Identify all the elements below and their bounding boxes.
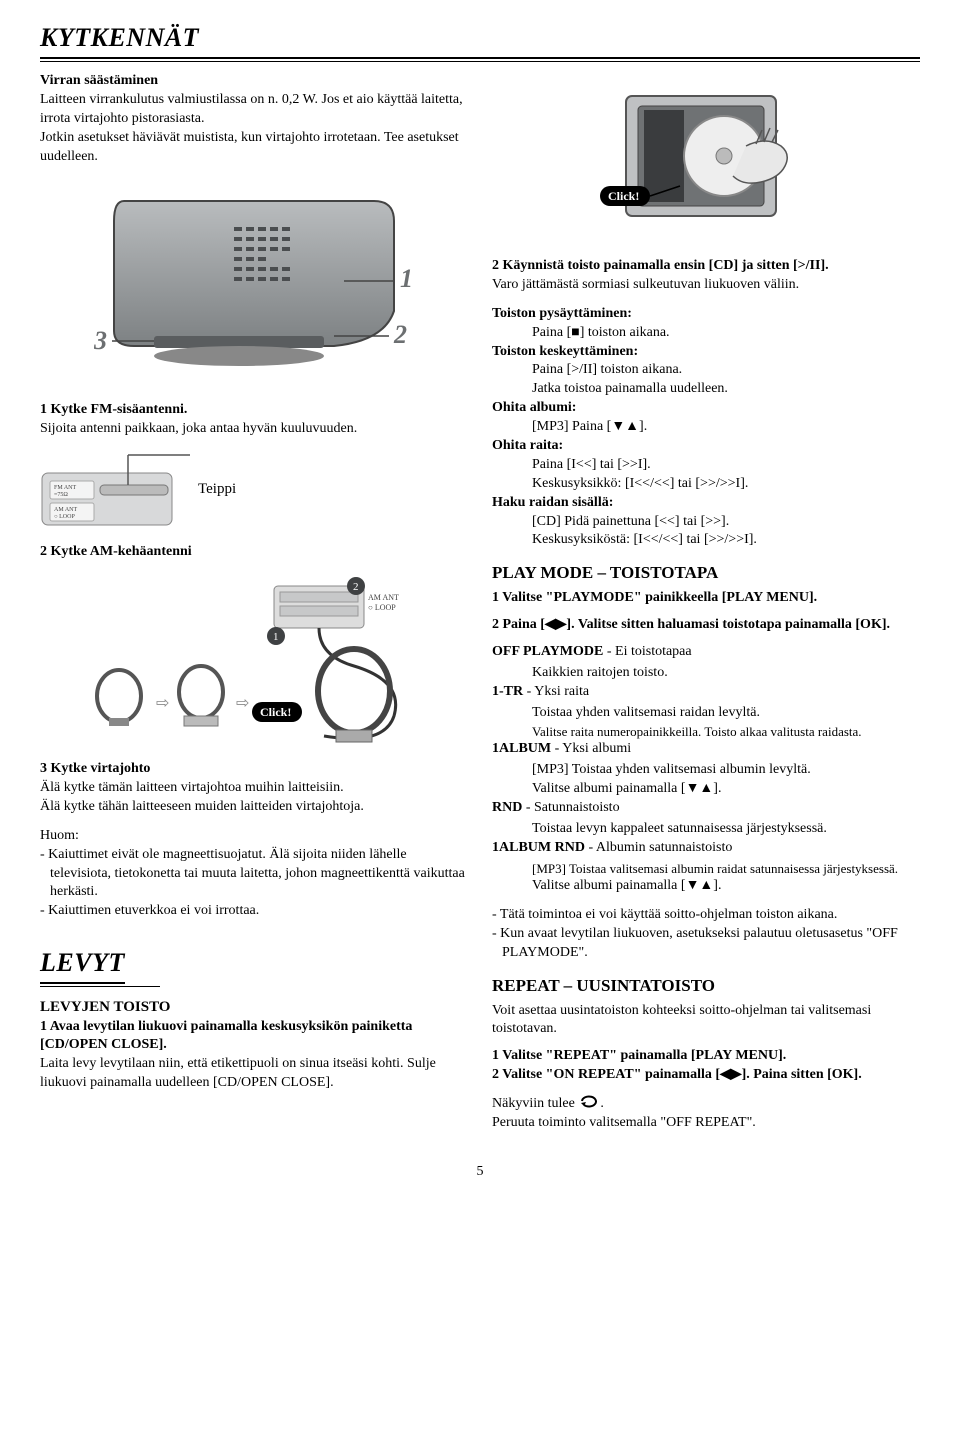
page-number: 5 <box>40 1163 920 1182</box>
skip-track-body-2: Keskusyksikkö: [I<</<<] tai [>>/>>I]. <box>492 475 920 494</box>
fm-antenna-heading: 1 Kytke FM-sisäantenni. <box>40 401 468 420</box>
left-column: Virran säästäminen Laitteen virrankulutu… <box>40 72 468 1133</box>
power-cord-heading: 3 Kytke virtajohto <box>40 760 468 779</box>
pm-1album-term: 1ALBUM <box>492 741 551 756</box>
fm-antenna-body: Sijoita antenni paikkaan, joka antaa hyv… <box>40 420 468 439</box>
repeat-cancel: Peruuta toiminto valitsemalla "OFF REPEA… <box>492 1114 920 1133</box>
pm-off-term: OFF PLAYMODE <box>492 644 603 659</box>
svg-text:1: 1 <box>400 264 413 293</box>
stop-heading: Toiston pysäyttäminen: <box>492 305 920 324</box>
pm-off-detail: Kaikkien raitojen toisto. <box>492 664 920 683</box>
discs-title: LEVYT <box>40 945 125 984</box>
repeat-shows-line: Näkyviin tulee . <box>492 1091 920 1114</box>
repeat-icon <box>578 1093 600 1109</box>
repeat-title: REPEAT – UUSINTATOISTO <box>492 975 920 998</box>
skip-track-heading: Ohita raita: <box>492 437 920 456</box>
title-underline <box>40 61 920 62</box>
pm-1tr-desc: - Yksi raita <box>523 684 589 699</box>
pause-body-2: Jatka toistoa painamalla uudelleen. <box>492 380 920 399</box>
svg-text:⇨: ⇨ <box>236 695 249 712</box>
note-item-1: - Kaiuttimet eivät ole magneettisuojatut… <box>40 846 468 903</box>
disc-playback-heading: LEVYJEN TOISTO <box>40 997 468 1017</box>
svg-text:○ LOOP: ○ LOOP <box>54 514 75 520</box>
note-label: Huom: <box>40 827 468 846</box>
pm-1albumrnd-desc: - Albumin satunnaistoisto <box>585 840 732 855</box>
svg-text:=75Ω: =75Ω <box>54 492 68 498</box>
svg-text:○ LOOP: ○ LOOP <box>368 603 396 612</box>
pm-1albumrnd-detail-2: Valitse albumi painamalla [▼▲]. <box>492 877 920 896</box>
right-column: Click! 2 Käynnistä toisto painamalla ens… <box>492 72 920 1133</box>
svg-text:AM ANT: AM ANT <box>54 507 78 513</box>
repeat-step1: 1 Valitse "REPEAT" painamalla [PLAY MENU… <box>492 1047 920 1066</box>
pm-1album-detail-1: [MP3] Toistaa yhden valitsemasi albumin … <box>492 761 920 780</box>
page-title: KYTKENNÄT <box>40 20 920 59</box>
pm-rnd-detail: Toistaa levyn kappaleet satunnaisessa jä… <box>492 820 920 839</box>
svg-text:2: 2 <box>353 581 359 593</box>
pause-heading: Toiston keskeyttäminen: <box>492 343 920 362</box>
svg-text:3: 3 <box>94 326 107 355</box>
skip-track-body-1: Paina [I<<] tai [>>I]. <box>492 456 920 475</box>
disc-playback-body: Laita levy levytilaan niin, että etikett… <box>40 1055 468 1093</box>
repeat-intro: Voit asettaa uusintatoiston kohteeksi so… <box>492 1002 920 1040</box>
pm-1album-detail-2: Valitse albumi painamalla [▼▲]. <box>492 780 920 799</box>
pm-off-desc: - Ei toistotapaa <box>603 644 691 659</box>
skip-album-heading: Ohita albumi: <box>492 399 920 418</box>
svg-text:Click!: Click! <box>608 189 639 203</box>
playmode-step2: 2 Paina [◀▶]. Valitse sitten haluamasi t… <box>492 616 920 635</box>
pm-1albumrnd-term: 1ALBUM RND <box>492 840 585 855</box>
repeat-step2: 2 Valitse "ON REPEAT" painamalla [◀▶]. P… <box>492 1066 920 1085</box>
svg-text:⇨: ⇨ <box>156 695 169 712</box>
am-antenna-diagram: ⇨ ⇨ 2 AM ANT ○ LOOP 1 <box>40 576 468 746</box>
playmode-note-1: - Tätä toimintoa ei voi käyttää soitto-o… <box>492 906 920 925</box>
pm-1tr-detail-1: Toistaa yhden valitsemasi raidan levyltä… <box>492 704 920 723</box>
am-antenna-heading: 2 Kytke AM-kehäantenni <box>40 543 468 562</box>
cd-drive-diagram: Click! <box>492 86 920 243</box>
note-item-2: - Kaiuttimen etuverkkoa ei voi irrottaa. <box>40 902 468 921</box>
pm-rnd-desc: - Satunnaistoisto <box>522 800 619 815</box>
tape-diagram-row: FM ANT =75Ω AM ANT ○ LOOP Teippi <box>40 449 468 529</box>
playmode-note-2: - Kun avaat levytilan liukuoven, asetuks… <box>492 925 920 963</box>
pm-rnd-term: RND <box>492 800 522 815</box>
svg-text:AM ANT: AM ANT <box>368 593 399 602</box>
disc-playback-step1: 1 Avaa levytilan liukuovi painamalla kes… <box>40 1018 468 1056</box>
pm-1albumrnd-detail-1: [MP3] Toistaa valitsemasi albumin raidat… <box>492 860 920 878</box>
pm-1tr-term: 1-TR <box>492 684 523 699</box>
tape-label: Teippi <box>198 479 236 499</box>
tv-rear-diagram: 1 2 3 <box>40 181 468 388</box>
svg-text:1: 1 <box>273 631 279 643</box>
power-saving-body: Laitteen virrankulutus valmiustilassa on… <box>40 91 468 167</box>
pause-body-1: Paina [>/II] toiston aikana. <box>492 361 920 380</box>
svg-text:2: 2 <box>393 320 407 349</box>
discs-title-underline <box>40 986 160 987</box>
pm-1album-desc: - Yksi albumi <box>551 741 631 756</box>
stop-body: Paina [■] toiston aikana. <box>492 324 920 343</box>
svg-text:FM ANT: FM ANT <box>54 485 77 491</box>
search-body-2: Keskusyksiköstä: [I<</<<] tai [>>/>>I]. <box>492 531 920 550</box>
repeat-period: . <box>600 1096 604 1111</box>
search-body-1: [CD] Pidä painettuna [<<] tai [>>]. <box>492 513 920 532</box>
playmode-step1: 1 Valitse "PLAYMODE" painikkeella [PLAY … <box>492 589 920 608</box>
playmode-title: PLAY MODE – TOISTOTAPA <box>492 562 920 585</box>
repeat-shows-text: Näkyviin tulee <box>492 1096 578 1111</box>
svg-text:Click!: Click! <box>260 705 291 719</box>
pm-1tr-detail-2: Valitse raita numeropainikkeilla. Toisto… <box>492 723 920 741</box>
skip-album-body: [MP3] Paina [▼▲]. <box>492 418 920 437</box>
start-playback-heading: 2 Käynnistä toisto painamalla ensin [CD]… <box>492 257 920 276</box>
start-playback-body: Varo jättämästä sormiasi sulkeutuvan liu… <box>492 276 920 295</box>
power-saving-heading: Virran säästäminen <box>40 72 468 91</box>
search-heading: Haku raidan sisällä: <box>492 494 920 513</box>
power-cord-body: Älä kytke tämän laitteen virtajohtoa mui… <box>40 779 468 817</box>
